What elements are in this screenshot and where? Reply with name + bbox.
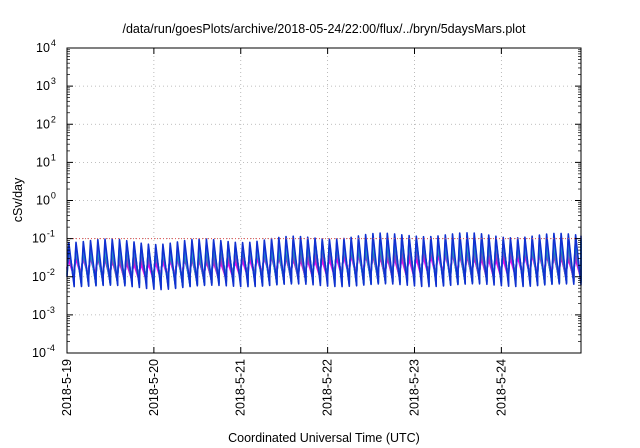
y-tick-exponent: -1	[47, 229, 55, 239]
y-tick-label: 103	[36, 76, 56, 93]
x-tick-label: 2018-5-21	[234, 359, 248, 416]
x-tick-label: 2018-5-22	[321, 359, 335, 416]
x-tick-label: 2018-5-24	[494, 359, 508, 416]
y-tick-label: 100	[36, 191, 56, 208]
x-tick-label: 2018-5-20	[147, 359, 161, 416]
y-tick-exponent: 2	[51, 114, 56, 124]
x-tick-label: 2018-5-23	[407, 359, 421, 416]
y-tick-label: 102	[36, 114, 56, 131]
series-line	[66, 232, 582, 291]
grid-lines	[67, 48, 581, 353]
x-axis-label: Coordinated Universal Time (UTC)	[228, 431, 420, 445]
x-tick-label: 2018-5-19	[60, 359, 74, 416]
y-tick-label: 10-1	[32, 229, 55, 246]
y-tick-exponent: -3	[47, 305, 55, 315]
y-tick-exponent: 1	[51, 152, 56, 162]
y-tick-label: 104	[36, 38, 56, 55]
y-tick-label: 10-3	[32, 305, 55, 322]
y-tick-label: 101	[36, 152, 56, 169]
chart-title: /data/run/goesPlots/archive/2018-05-24/2…	[122, 22, 526, 36]
y-tick-label: 10-4	[32, 343, 55, 360]
data-series	[66, 232, 582, 291]
y-tick-exponent: 0	[51, 191, 56, 201]
y-axis-label: cSv/day	[11, 177, 25, 222]
y-tick-exponent: -2	[47, 267, 55, 277]
y-tick-label: 10-2	[32, 267, 55, 284]
y-tick-exponent: -4	[47, 343, 55, 353]
y-tick-exponent: 4	[51, 38, 56, 48]
y-tick-exponent: 3	[51, 76, 56, 86]
x-axis-ticks: 2018-5-19 2018-5-20 2018-5-21 2018-5-22 2018…	[60, 48, 508, 416]
